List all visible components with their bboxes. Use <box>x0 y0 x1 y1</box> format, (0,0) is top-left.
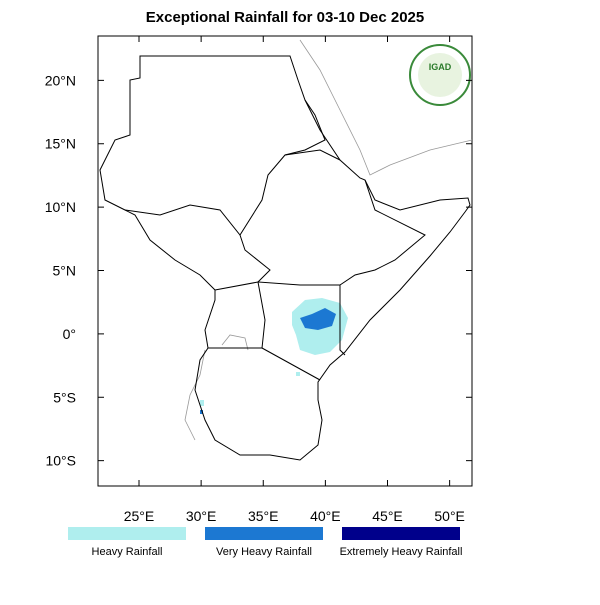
logo-text: IGAD <box>429 62 452 72</box>
x-tick-label: 40°E <box>310 508 341 524</box>
rainfall-areas <box>200 298 348 414</box>
y-tick-label: 10°S <box>45 453 76 469</box>
legend-label: Extremely Heavy Rainfall <box>340 546 463 558</box>
y-tick-label: 10°N <box>45 199 76 215</box>
legend-swatch <box>342 527 460 540</box>
neighbour-coastlines <box>184 39 473 441</box>
x-tick-label: 25°E <box>124 508 155 524</box>
x-tick-label: 30°E <box>186 508 217 524</box>
y-tick-label: 5°S <box>53 389 76 405</box>
country-borders <box>99 55 471 461</box>
y-tick-label: 15°N <box>45 136 76 152</box>
legend-label: Very Heavy Rainfall <box>216 546 312 558</box>
legend-swatch <box>205 527 323 540</box>
y-tick-label: 0° <box>63 326 76 342</box>
logo: IGAD <box>409 44 471 106</box>
x-tick-label: 50°E <box>434 508 465 524</box>
legend-swatch <box>68 527 186 540</box>
map-title: Exceptional Rainfall for 03-10 Dec 2025 <box>146 9 424 26</box>
y-tick-label: 20°N <box>45 72 76 88</box>
x-tick-label: 35°E <box>248 508 279 524</box>
y-tick-label: 5°N <box>53 263 77 279</box>
legend-label: Heavy Rainfall <box>92 546 163 558</box>
x-tick-label: 45°E <box>372 508 403 524</box>
map-frame <box>97 35 473 487</box>
